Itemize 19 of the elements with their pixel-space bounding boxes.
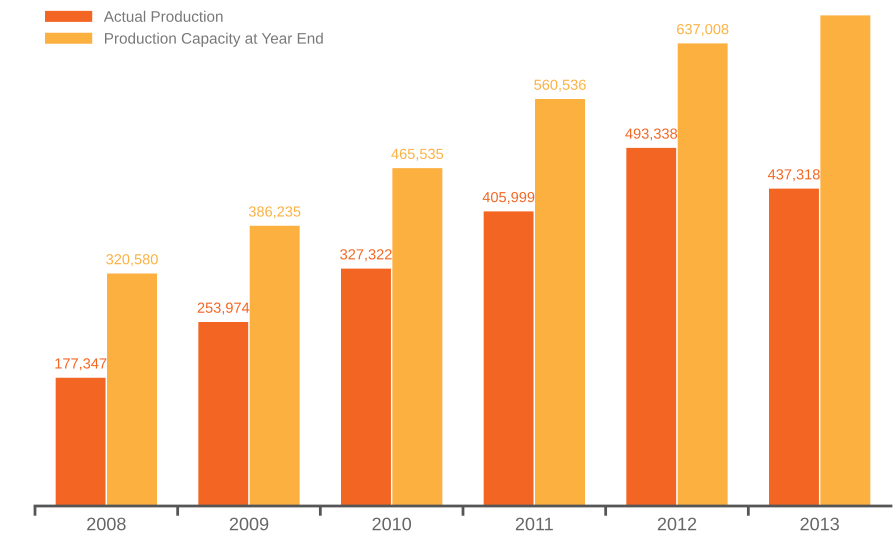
data-label: 177,347: [55, 358, 106, 370]
legend-label: Production Capacity at Year End: [105, 32, 323, 47]
x-tick-label: 2008: [87, 518, 126, 530]
legend-label: Actual Production: [104, 10, 223, 22]
x-tick-label: 2012: [658, 518, 696, 530]
x-tick-label: 2013: [800, 518, 839, 530]
data-label: 405,999: [482, 192, 534, 204]
data-label: 493,338: [625, 128, 678, 140]
data-label: 465,535: [391, 148, 444, 161]
data-label: 637,008: [677, 24, 728, 36]
data-label: 320,580: [106, 254, 158, 266]
data-label: 386,235: [248, 206, 300, 218]
data-label: 437,318: [768, 169, 820, 182]
data-label: 327,322: [340, 249, 392, 262]
x-tick-label: 2011: [516, 518, 553, 530]
data-label: 253,974: [198, 302, 250, 315]
x-tick-label: 2009: [230, 518, 268, 530]
data-label: 560,536: [534, 80, 586, 92]
x-tick-label: 2010: [372, 518, 412, 530]
